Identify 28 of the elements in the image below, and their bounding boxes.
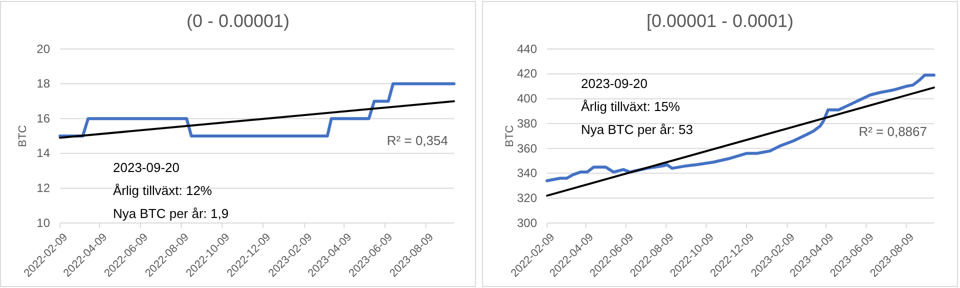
y-tick-label: 380 (516, 116, 538, 130)
annotation: Nya BTC per år: 1,9 (113, 206, 229, 221)
y-tick-label: 400 (516, 92, 538, 106)
annotation: R² = 0,354 (386, 133, 448, 148)
y-tick-label: 16 (36, 111, 50, 126)
annotation: Nya BTC per år: 53 (581, 122, 693, 137)
chart-title: [0.00001 - 0.0001) (646, 11, 794, 31)
y-tick-label: 300 (516, 216, 538, 230)
y-tick-label: 360 (516, 141, 538, 156)
y-tick-label: 10 (36, 216, 50, 230)
chart-title: (0 - 0.00001) (186, 11, 290, 31)
annotation: 2023-09-20 (113, 160, 180, 175)
y-tick-label: 20 (36, 42, 50, 56)
y-tick-label: 18 (36, 76, 50, 91)
line-series (546, 74, 936, 182)
annotation: R² = 0,8867 (858, 124, 927, 139)
line-series (58, 82, 456, 138)
y-tick-label: 12 (36, 181, 50, 196)
annotation: Årlig tillväxt: 12% (113, 183, 212, 198)
annotation: 2023-09-20 (581, 76, 648, 91)
y-tick-label: 440 (516, 42, 538, 56)
y-axis-title: BTC (17, 124, 29, 147)
y-axis-title: BTC (504, 124, 516, 147)
annotation: Årlig tillväxt: 15% (581, 99, 680, 114)
y-tick-label: 420 (516, 66, 538, 81)
y-tick-label: 340 (516, 166, 538, 180)
y-tick-label: 320 (516, 190, 538, 205)
y-tick-label: 14 (36, 146, 50, 160)
